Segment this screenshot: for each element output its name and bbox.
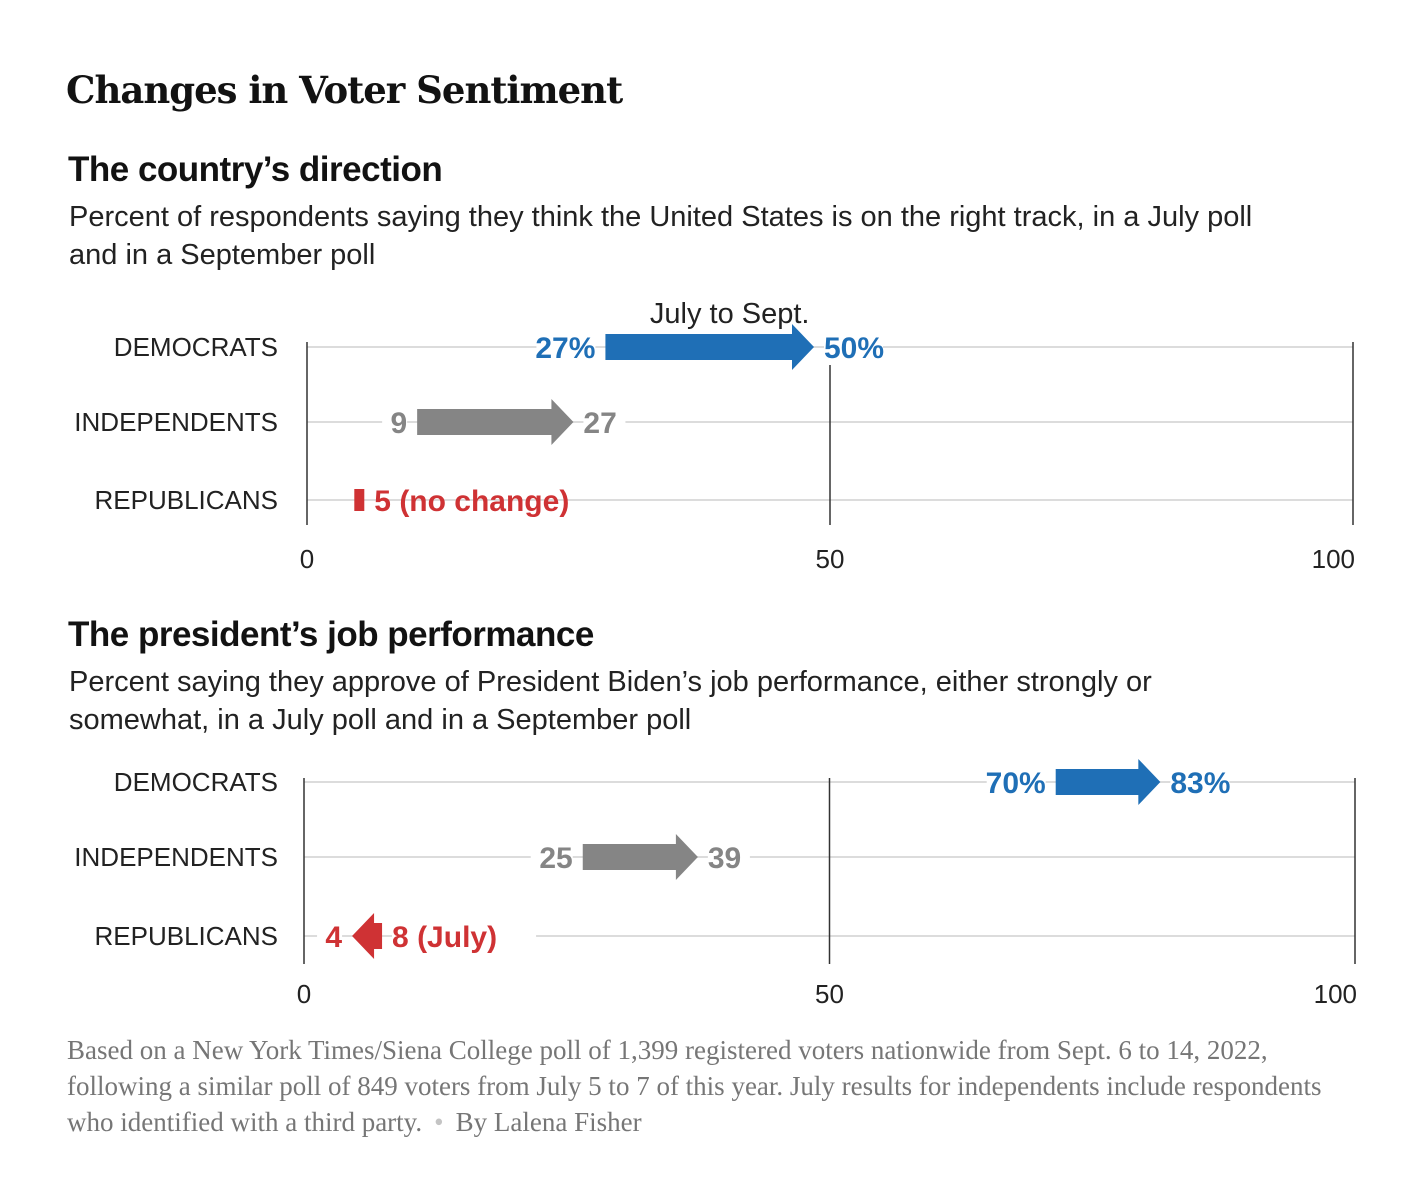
value-label-sept-independents: 39	[708, 842, 741, 875]
category-label-republicans: REPUBLICANS	[95, 921, 279, 951]
value-label-july-democrats: 70%	[986, 767, 1046, 800]
label-backing-end-independents	[583, 404, 626, 440]
no-change-marker-republicans	[354, 489, 365, 511]
job-performance-chart: 0 50 100 DEMOCRATS 70% 83% INDEPENDENTS 25 39 REP…	[74, 759, 1357, 1009]
arrow-democrats	[605, 324, 814, 370]
value-label-july-independents: 9	[390, 407, 407, 440]
arrow-republicans	[352, 913, 383, 959]
footnote-text: Based on a New York Times/Siena College …	[67, 1035, 1322, 1137]
label-backing-end-independents	[707, 839, 750, 875]
label-backing-start-democrats	[536, 329, 596, 365]
footnote: Based on a New York Times/Siena College …	[67, 1032, 1357, 1140]
label-backing-end-democrats	[1170, 764, 1230, 800]
section-subtitle-direction: Percent of respondents saying they think…	[69, 201, 1253, 271]
annotation-july-to-sept: July to Sept.	[650, 298, 810, 330]
value-label-sept-republicans: 4	[325, 921, 342, 954]
value-label-july-republicans: 8 (July)	[392, 921, 497, 954]
label-backing-start-democrats	[986, 764, 1046, 800]
value-label-july-democrats: 27%	[535, 332, 595, 365]
value-label-sept-democrats: 83%	[1170, 767, 1230, 800]
direction-chart: 0 50 100 July to Sept. DEMOCRATS 27% 50% INDEPE…	[74, 298, 1355, 574]
value-label-sept-democrats: 50%	[824, 332, 884, 365]
value-label-sept-independents: 27	[583, 407, 616, 440]
arrow-independents	[582, 834, 698, 880]
label-backing-start-republicans	[392, 918, 537, 954]
value-label-republicans: 5 (no change)	[374, 485, 569, 518]
separator-dot: •	[434, 1107, 444, 1137]
tick-label-0: 0	[297, 979, 311, 1009]
tick-label-100: 100	[1312, 544, 1355, 574]
section-title-direction: The country’s direction	[68, 150, 443, 189]
category-label-republicans: REPUBLICANS	[95, 485, 279, 515]
category-label-independents: INDEPENDENTS	[74, 842, 278, 872]
category-label-democrats: DEMOCRATS	[114, 332, 278, 362]
tick-label-0: 0	[300, 544, 314, 574]
section-title-job-performance: The president’s job performance	[68, 615, 594, 654]
value-label-july-independents: 25	[539, 842, 572, 875]
section-subtitle-job-performance: Percent saying they approve of President…	[69, 666, 1152, 736]
category-label-democrats: DEMOCRATS	[114, 767, 278, 797]
label-backing-end-democrats	[824, 329, 883, 365]
arrow-democrats	[1055, 759, 1161, 805]
tick-label-50: 50	[815, 979, 844, 1009]
arrow-independents	[417, 399, 574, 445]
page-title: Changes in Voter Sentiment	[66, 68, 623, 112]
tick-label-50: 50	[816, 544, 845, 574]
tick-label-100: 100	[1314, 979, 1357, 1009]
category-label-independents: INDEPENDENTS	[74, 407, 278, 437]
label-backing-start-independents	[382, 404, 408, 440]
label-backing-start-independents	[530, 839, 573, 875]
byline: By Lalena Fisher	[455, 1107, 642, 1137]
label-backing-end-republicans	[317, 918, 343, 954]
